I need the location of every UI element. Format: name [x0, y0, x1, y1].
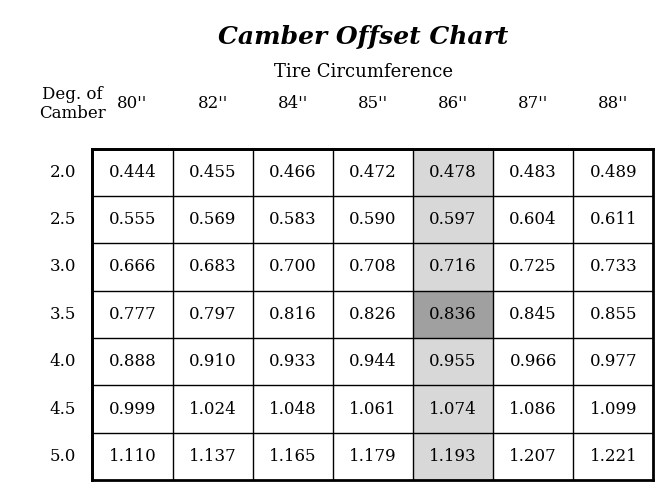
Text: 0.933: 0.933	[269, 353, 317, 370]
Text: 1.099: 1.099	[589, 400, 637, 418]
Text: 0.489: 0.489	[589, 164, 637, 181]
Text: 0.836: 0.836	[429, 306, 477, 323]
Text: 85'': 85''	[358, 96, 388, 112]
Text: 1.110: 1.110	[109, 448, 156, 465]
Text: Camber Offset Chart: Camber Offset Chart	[218, 25, 508, 49]
Text: 80'': 80''	[117, 96, 148, 112]
Text: 1.221: 1.221	[589, 448, 637, 465]
Text: 0.845: 0.845	[510, 306, 557, 323]
Text: Deg. of
Camber: Deg. of Camber	[39, 86, 106, 122]
Text: 0.826: 0.826	[349, 306, 397, 323]
Text: 1.179: 1.179	[349, 448, 397, 465]
Text: 0.777: 0.777	[109, 306, 156, 323]
Text: 1.048: 1.048	[269, 400, 317, 418]
Text: 0.716: 0.716	[429, 258, 477, 275]
Text: 0.583: 0.583	[269, 211, 317, 228]
Text: 1.074: 1.074	[429, 400, 477, 418]
Text: 0.604: 0.604	[510, 211, 557, 228]
Text: 0.700: 0.700	[269, 258, 317, 275]
Text: 2.0: 2.0	[50, 164, 76, 181]
Text: 0.590: 0.590	[349, 211, 397, 228]
Text: 1.193: 1.193	[429, 448, 477, 465]
Text: 88'': 88''	[598, 96, 628, 112]
Text: 0.855: 0.855	[589, 306, 637, 323]
Text: 0.611: 0.611	[589, 211, 637, 228]
Text: 1.207: 1.207	[510, 448, 557, 465]
Text: 4.0: 4.0	[50, 353, 76, 370]
Text: 0.977: 0.977	[589, 353, 637, 370]
Text: 1.061: 1.061	[349, 400, 397, 418]
Text: 4.5: 4.5	[50, 400, 76, 418]
Text: 0.708: 0.708	[349, 258, 397, 275]
Text: 0.597: 0.597	[429, 211, 477, 228]
Text: 0.797: 0.797	[189, 306, 236, 323]
Text: 0.910: 0.910	[189, 353, 236, 370]
Text: 2.5: 2.5	[50, 211, 76, 228]
Text: 1.137: 1.137	[189, 448, 236, 465]
Text: 0.478: 0.478	[429, 164, 477, 181]
Text: 0.966: 0.966	[510, 353, 557, 370]
Text: 0.733: 0.733	[589, 258, 637, 275]
Text: 82'': 82''	[197, 96, 228, 112]
Text: 0.683: 0.683	[189, 258, 236, 275]
Text: 3.0: 3.0	[50, 258, 76, 275]
Text: 0.472: 0.472	[349, 164, 397, 181]
Text: 0.555: 0.555	[109, 211, 156, 228]
Text: 84'': 84''	[278, 96, 308, 112]
Text: 5.0: 5.0	[50, 448, 76, 465]
Text: Tire Circumference: Tire Circumference	[273, 63, 453, 81]
Text: 0.888: 0.888	[109, 353, 156, 370]
Text: 0.944: 0.944	[349, 353, 397, 370]
Text: 0.816: 0.816	[269, 306, 317, 323]
Text: 0.666: 0.666	[109, 258, 156, 275]
Text: 1.165: 1.165	[269, 448, 317, 465]
Text: 0.569: 0.569	[189, 211, 236, 228]
Text: 0.444: 0.444	[109, 164, 156, 181]
Text: 87'': 87''	[518, 96, 548, 112]
Text: 3.5: 3.5	[50, 306, 76, 323]
Text: 0.466: 0.466	[269, 164, 317, 181]
Text: 1.024: 1.024	[189, 400, 236, 418]
Text: 0.955: 0.955	[430, 353, 477, 370]
Text: 0.725: 0.725	[510, 258, 557, 275]
Text: 0.455: 0.455	[189, 164, 236, 181]
Text: 1.086: 1.086	[510, 400, 557, 418]
Text: 0.999: 0.999	[109, 400, 156, 418]
Text: 0.483: 0.483	[510, 164, 557, 181]
Text: 86'': 86''	[438, 96, 468, 112]
